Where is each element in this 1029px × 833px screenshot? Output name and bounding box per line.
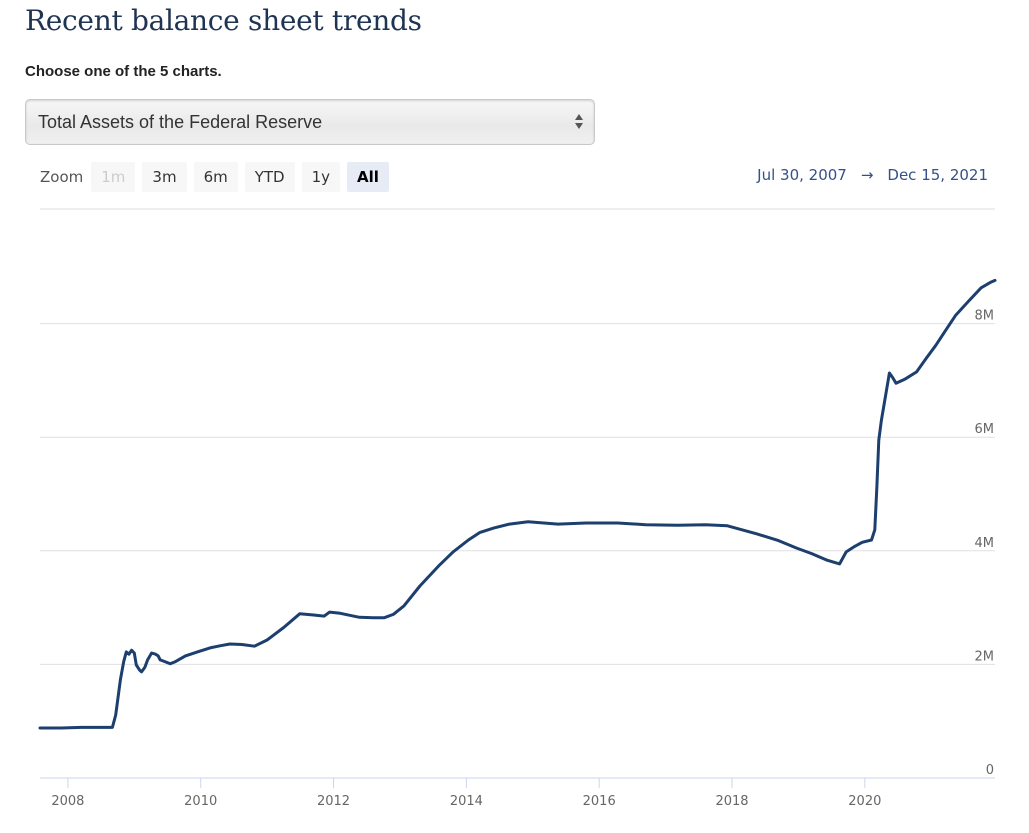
y-tick-label: 2M: [975, 649, 995, 664]
arrow-right-icon: →: [860, 166, 874, 184]
date-range-to[interactable]: Dec 15, 2021: [887, 166, 988, 184]
zoom-6m-button[interactable]: 6m: [193, 162, 238, 192]
gridlines: [40, 323, 995, 665]
y-axis-labels: 0 2M 4M 6M 8M: [975, 309, 995, 778]
zoom-ytd-button[interactable]: YTD: [244, 162, 295, 192]
zoom-controls: Zoom 1m 3m 6m YTD 1y All: [40, 162, 396, 192]
y-tick-label: 8M: [975, 309, 995, 324]
x-tick-label: 2008: [51, 794, 84, 809]
zoom-all-button[interactable]: All: [347, 162, 389, 192]
y-tick-label: 6M: [975, 422, 995, 437]
zoom-label: Zoom: [40, 168, 84, 186]
page-title: Recent balance sheet trends: [25, 4, 422, 37]
y-tick-label: 4M: [975, 536, 995, 551]
x-tick-label: 2018: [715, 794, 748, 809]
date-range: Jul 30, 2007 → Dec 15, 2021: [757, 166, 988, 184]
x-tick-label: 2012: [317, 794, 350, 809]
zoom-1m-button[interactable]: 1m: [91, 162, 136, 192]
x-tick-label: 2014: [450, 794, 483, 809]
y-tick-label: 0: [986, 763, 994, 778]
date-range-from[interactable]: Jul 30, 2007: [757, 166, 847, 184]
chart-select-value: Total Assets of the Federal Reserve: [38, 112, 323, 132]
chart-chooser-label: Choose one of the 5 charts.: [25, 63, 222, 80]
zoom-3m-button[interactable]: 3m: [142, 162, 187, 192]
x-axis: 2008 2010 2012 2014 2016 2018 2020: [40, 777, 995, 809]
x-tick-label: 2020: [848, 794, 881, 809]
series-line-total-assets: [38, 278, 997, 730]
zoom-1y-button[interactable]: 1y: [301, 162, 341, 192]
x-tick-label: 2016: [583, 794, 616, 809]
x-tick-label: 2010: [184, 794, 217, 809]
up-down-arrows-icon: [575, 114, 583, 129]
chart-select-dropdown[interactable]: Total Assets of the Federal Reserve: [25, 99, 595, 145]
